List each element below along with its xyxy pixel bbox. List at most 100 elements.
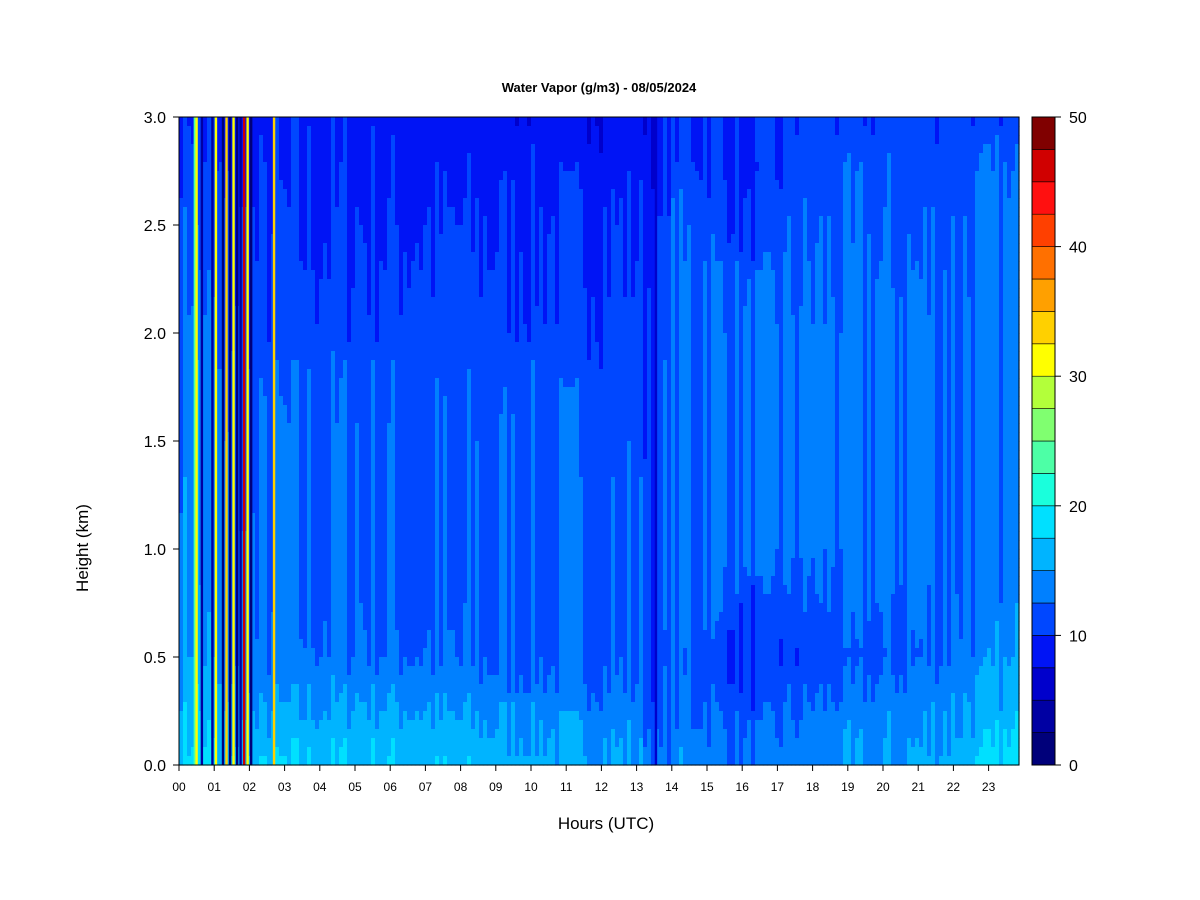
heatmap-cell [275,450,280,460]
heatmap-cell [347,441,352,451]
heatmap-cell [303,126,308,136]
heatmap-cell [411,243,416,253]
heatmap-cell [311,171,316,181]
heatmap-cell [351,657,356,667]
heatmap-cell [339,207,344,217]
heatmap-cell [387,378,392,388]
heatmap-cell [303,450,308,460]
heatmap-cell [307,639,312,649]
heatmap-cell [443,423,448,433]
heatmap-cell [395,540,400,550]
heatmap-cell [399,225,404,235]
heatmap-cell [179,162,184,172]
heatmap-cell [359,720,364,730]
heatmap-cell [351,630,356,640]
heatmap-cell [207,675,212,685]
heatmap-cell [359,450,364,460]
heatmap-cell [219,297,224,307]
heatmap-cell [275,585,280,595]
heatmap-cell [303,486,308,496]
heatmap-cell [403,171,408,181]
heatmap-cell [319,513,324,523]
heatmap-cell [411,369,416,379]
heatmap-cell [315,594,320,604]
heatmap-cell [323,756,328,766]
heatmap-cell [347,423,352,433]
heatmap-cell [339,432,344,442]
heatmap-cell [331,522,336,532]
heatmap-cell [399,693,404,703]
heatmap-cell [303,333,308,343]
heatmap-cell [355,288,360,298]
heatmap-cell [339,558,344,568]
heatmap-cell [187,549,192,559]
heatmap-cell [223,369,228,379]
heatmap-cell [371,225,376,235]
heatmap-cell [223,702,228,712]
heatmap-cell [299,252,304,262]
heatmap-cell [331,126,336,136]
heatmap-cell [335,423,340,433]
heatmap-cell [411,234,416,244]
heatmap-cell [183,171,188,181]
heatmap-cell [443,261,448,271]
heatmap-cell [375,513,380,523]
heatmap-cell [427,207,432,217]
heatmap-cell [215,351,220,361]
heatmap-cell [419,396,424,406]
heatmap-cell [367,468,372,478]
heatmap-cell [411,612,416,622]
heatmap-cell [275,549,280,559]
heatmap-cell [247,270,252,280]
heatmap-cell [431,666,436,676]
heatmap-cell [423,486,428,496]
heatmap-cell [299,522,304,532]
heatmap-cell [283,423,288,433]
heatmap-cell [451,441,456,451]
heatmap-cell [339,405,344,415]
heatmap-cell [399,441,404,451]
heatmap-cell [215,306,220,316]
heatmap-cell [215,684,220,694]
heatmap-cell [219,441,224,451]
heatmap-cell [443,369,448,379]
heatmap-cell [299,441,304,451]
heatmap-cell [247,216,252,226]
heatmap-cell [207,594,212,604]
heatmap-cell [291,486,296,496]
heatmap-cell [427,594,432,604]
heatmap-cell [255,603,260,613]
heatmap-cell [387,468,392,478]
heatmap-cell [359,639,364,649]
heatmap-cell [183,549,188,559]
heatmap-cell [379,171,384,181]
heatmap-cell [447,711,452,721]
heatmap-cell [179,648,184,658]
heatmap-cell [303,693,308,703]
heatmap-cell [203,747,208,757]
heatmap-cell [375,117,380,127]
heatmap-cell [451,729,456,739]
heatmap-cell [407,648,412,658]
heatmap-cell [267,630,272,640]
heatmap-cell [223,441,228,451]
heatmap-cell [395,180,400,190]
heatmap-cell [343,657,348,667]
heatmap-cell [371,423,376,433]
heatmap-cell [415,756,420,766]
heatmap-cell [343,333,348,343]
heatmap-cell [399,612,404,622]
heatmap-cell [383,639,388,649]
heatmap-cell [191,531,196,541]
heatmap-cell [183,747,188,757]
heatmap-cell [383,558,388,568]
heatmap-cell [187,648,192,658]
heatmap-cell [307,675,312,685]
heatmap-cell [319,234,324,244]
heatmap-cell [415,639,420,649]
heatmap-cell [291,603,296,613]
heatmap-cell [343,324,348,334]
heatmap-cell [395,603,400,613]
heatmap-cell [423,432,428,442]
heatmap-cell [371,144,376,154]
